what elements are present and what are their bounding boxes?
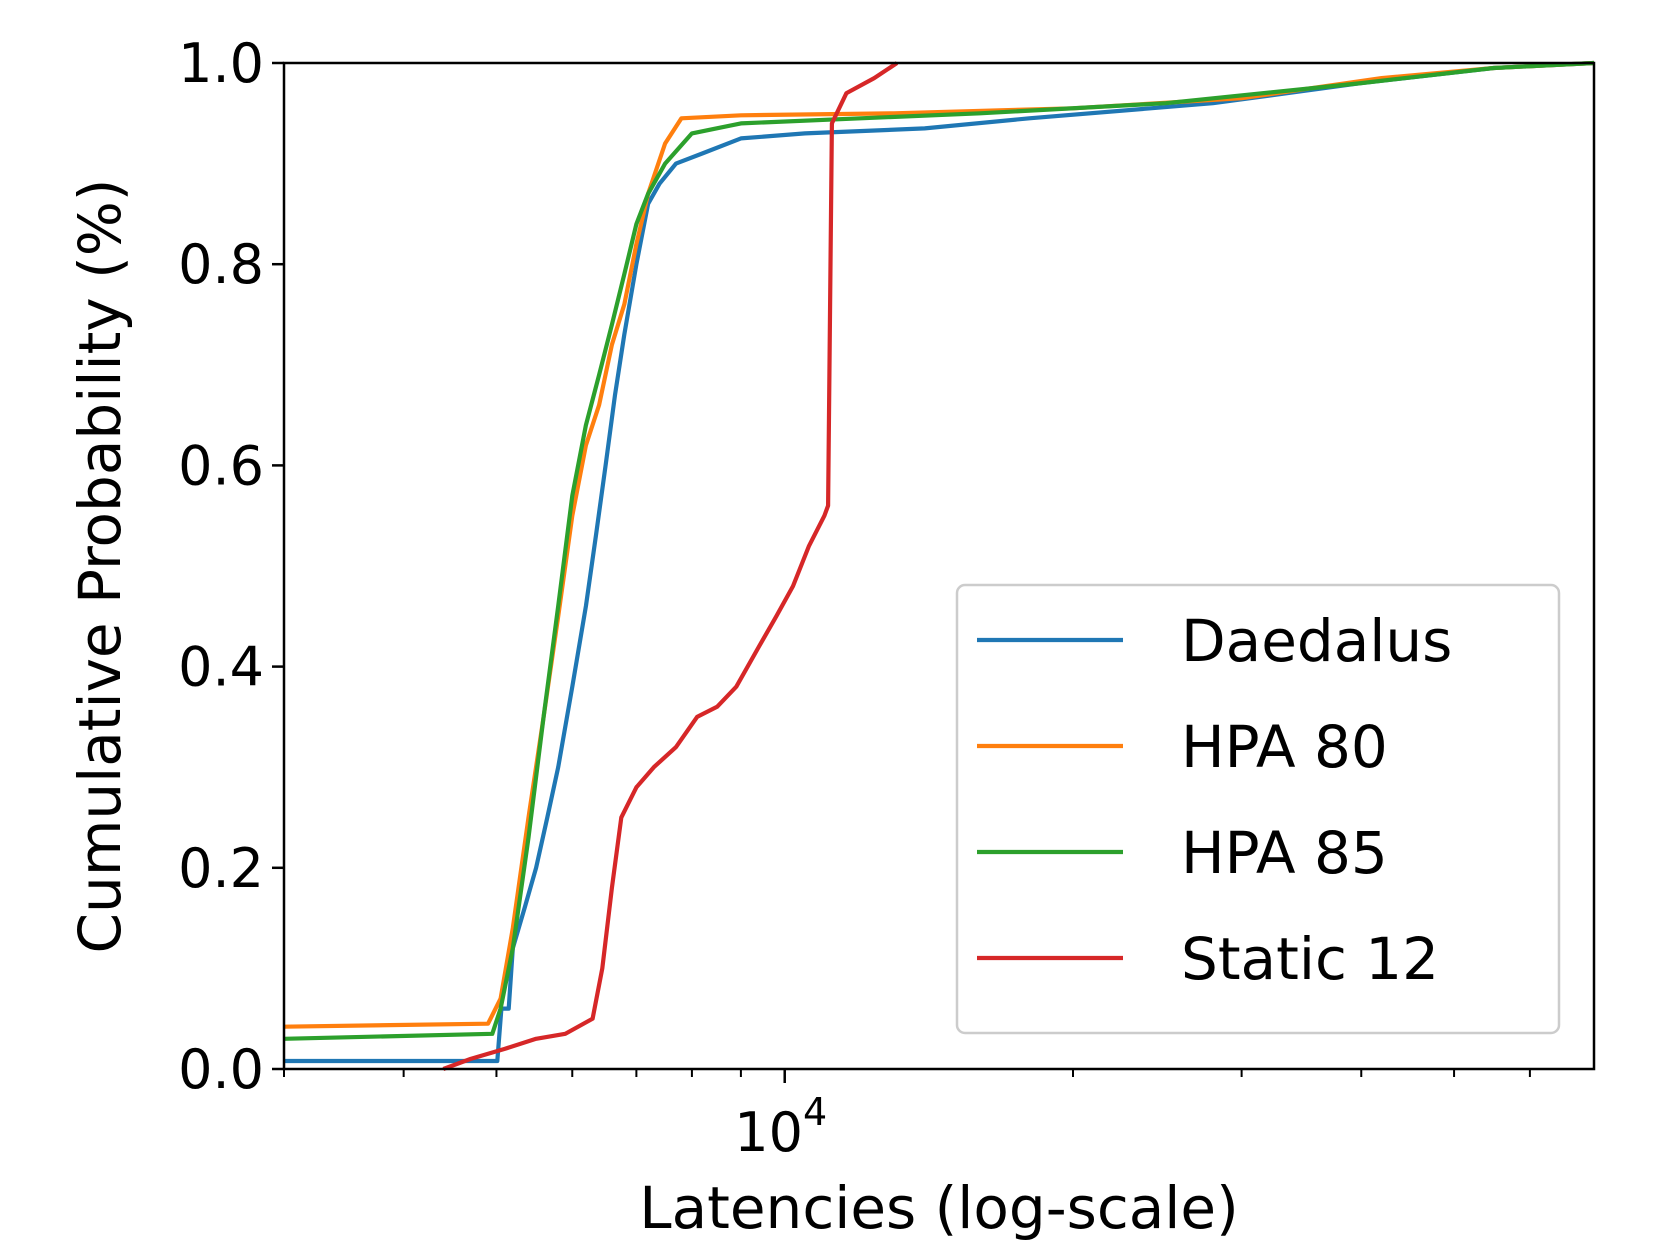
plot-frame xyxy=(282,61,1596,1071)
y-tick-label-4: 0.8 xyxy=(178,233,264,296)
legend-box xyxy=(955,583,1561,1035)
y-tick-label-0: 0.0 xyxy=(178,1038,264,1101)
series-line-static-12 xyxy=(442,61,899,1071)
legend-label-hpa-85: HPA 85 xyxy=(1181,819,1388,887)
y-tick-label-1: 0.2 xyxy=(178,837,264,900)
x-tick-label-exponent-0: 4 xyxy=(803,1090,827,1134)
x-axis-label: Latencies (log-scale) xyxy=(639,1174,1238,1242)
y-tick-label-2: 0.4 xyxy=(178,636,264,699)
series-line-daedalus xyxy=(284,60,1595,1064)
legend-label-daedalus: Daedalus xyxy=(1181,607,1452,675)
series-line-hpa-85 xyxy=(283,60,1595,1041)
legend-label-static-12: Static 12 xyxy=(1181,925,1439,993)
plot-lines xyxy=(283,60,1595,1071)
legend: Daedalus HPA 80 HPA 85 Static 12 xyxy=(955,583,1561,1035)
y-axis-label: Cumulative Probability (%) xyxy=(66,179,134,954)
y-tick-label-3: 0.6 xyxy=(178,434,264,497)
legend-label-hpa-80: HPA 80 xyxy=(1181,713,1388,781)
axis-ticks: 0.0 0.2 0.4 0.6 0.8 1.0 104 xyxy=(178,32,1531,1164)
legend-entries: Daedalus HPA 80 HPA 85 Static 12 xyxy=(977,607,1452,993)
y-tick-label-5: 1.0 xyxy=(178,32,264,95)
x-tick-label-0: 104 xyxy=(734,1090,827,1164)
